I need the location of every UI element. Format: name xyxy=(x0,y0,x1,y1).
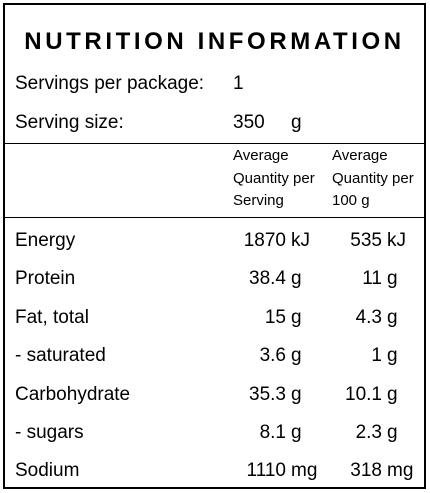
per-100g-value: 1 xyxy=(371,345,382,366)
servings-label: Servings per package: xyxy=(15,73,205,94)
per-serving-value: 38.4 xyxy=(249,268,286,289)
nutrient-name: Carbohydrate xyxy=(15,384,131,405)
nutrient-name: Energy xyxy=(15,230,76,251)
divider-top xyxy=(5,143,424,144)
nutrient-name: - sugars xyxy=(15,422,84,443)
per-100g-unit: kJ xyxy=(387,230,406,251)
per-100g-value: 318 xyxy=(350,460,382,481)
per-serving-unit: g xyxy=(291,345,302,366)
per-100g-unit: g xyxy=(387,345,398,366)
per-100g-value: 2.3 xyxy=(355,422,382,443)
per-serving-unit: g xyxy=(291,384,302,405)
per-serving-value: 1870 xyxy=(243,230,286,251)
per-serving-unit: kJ xyxy=(291,230,310,251)
per-serving-unit: mg xyxy=(291,460,318,481)
servings-value: 1 xyxy=(233,73,244,94)
panel-title: NUTRITION INFORMATION xyxy=(24,28,405,55)
nutrition-panel: NUTRITION INFORMATION Servings per packa… xyxy=(3,3,426,489)
per-100g-unit: g xyxy=(387,268,398,289)
per-serving-unit: g xyxy=(291,307,302,328)
per-100g-unit: g xyxy=(387,422,398,443)
serving-size-label: Serving size: xyxy=(15,112,124,133)
per-100g-unit: mg xyxy=(387,460,414,481)
nutrient-name: Protein xyxy=(15,268,76,289)
per-100g-value: 11 xyxy=(362,268,382,289)
nutrient-name: - saturated xyxy=(15,345,106,366)
per-100g-value: 4.3 xyxy=(355,307,382,328)
nutrient-name: Sodium xyxy=(15,460,80,481)
divider-header xyxy=(5,217,424,218)
per-serving-value: 8.1 xyxy=(259,422,286,443)
serving-size-unit: g xyxy=(291,112,302,133)
per-serving-unit: g xyxy=(291,268,302,289)
per-100g-unit: g xyxy=(387,384,398,405)
per-serving-value: 15 xyxy=(264,307,286,328)
per-serving-value: 3.6 xyxy=(259,345,286,366)
per-100g-value: 10.1 xyxy=(345,384,382,405)
nutrient-name: Fat, total xyxy=(15,307,89,328)
per-100g-unit: g xyxy=(387,307,398,328)
column-header-per-100g: Average Quantity per 100 g xyxy=(332,147,414,209)
serving-size-value: 350 xyxy=(233,112,265,133)
per-serving-value: 1110 xyxy=(246,460,286,481)
per-100g-value: 535 xyxy=(350,230,382,251)
per-serving-value: 35.3 xyxy=(249,384,286,405)
column-header-per-serving: Average Quantity per Serving xyxy=(233,147,315,209)
per-serving-unit: g xyxy=(291,422,302,443)
